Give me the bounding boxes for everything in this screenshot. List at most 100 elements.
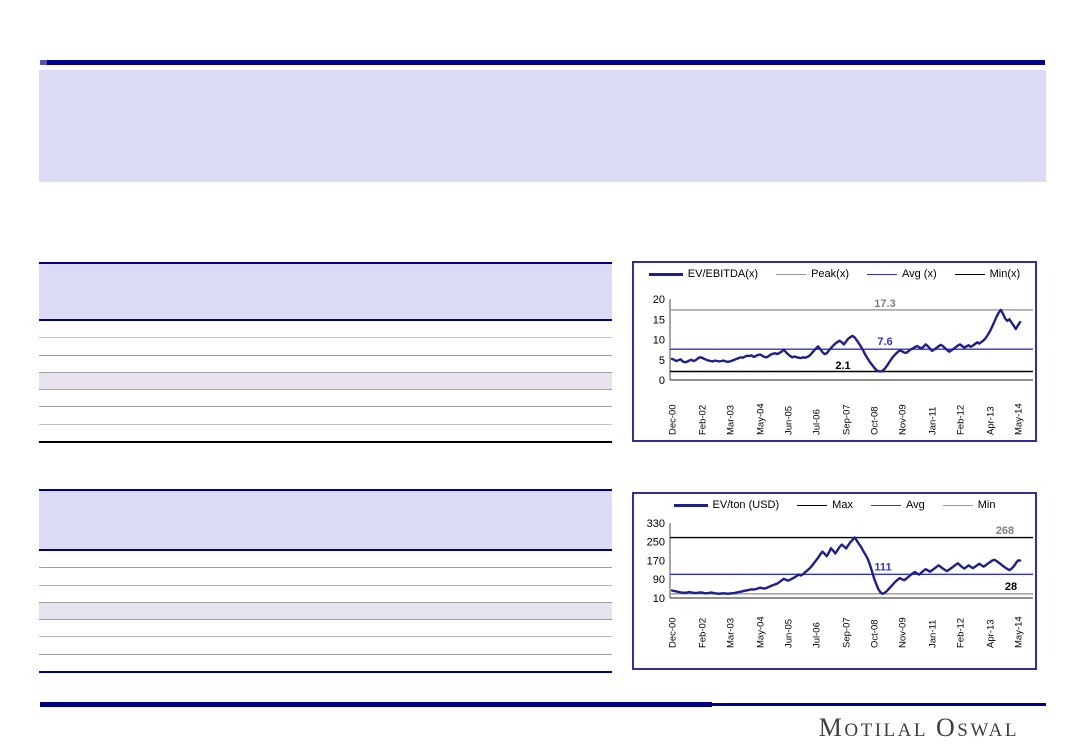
x-axis-tick-label: Mar-03	[726, 618, 737, 648]
legend-item: Avg	[870, 499, 925, 511]
table-header	[39, 489, 612, 551]
legend-item: EV/EBITDA(x)	[648, 268, 759, 280]
bottom-divider-rule	[40, 702, 1046, 707]
x-axis-tick-label: May-04	[756, 616, 767, 648]
legend-line-sample	[870, 504, 901, 506]
y-axis-tick-label: 170	[647, 555, 665, 567]
chart-legend: EV/ton (USD) Max Avg Min	[634, 499, 1035, 511]
logo-letter: M	[818, 713, 845, 742]
table-body	[39, 551, 612, 673]
x-axis-tick-label: Sep-07	[842, 617, 853, 648]
table-row	[39, 425, 612, 443]
table-row	[39, 586, 612, 603]
y-axis-tick-label: 0	[659, 375, 665, 387]
ref-line-value-label: 2.1	[835, 360, 850, 372]
legend-line-sample	[797, 504, 828, 506]
x-axis-tick-label: Jan-11	[928, 620, 939, 648]
x-axis-tick-label: Jul-06	[811, 622, 822, 648]
x-axis-tick-label: Nov-09	[897, 617, 908, 648]
table-row	[39, 620, 612, 638]
lower-left-table	[39, 489, 612, 673]
legend-item: Min(x)	[954, 268, 1021, 280]
x-axis-tick-label: May-14	[1013, 403, 1024, 435]
x-axis-tick-label: Sep-07	[842, 404, 853, 435]
ev-ebitda-chart: 20 15 10 5 0 17.3 7.6 2.1 Dec-00 Feb-02 Mar-03 May-…	[632, 261, 1037, 442]
legend-line-sample	[776, 273, 807, 275]
legend-label: Avg (x)	[902, 268, 937, 280]
legend-line-sample	[673, 503, 708, 507]
legend-line-sample	[942, 504, 973, 506]
x-axis-tick-label: May-04	[756, 403, 767, 435]
top-rule-accent	[40, 60, 47, 65]
logo-letters: SWAL	[957, 720, 1019, 741]
chart-legend: EV/EBITDA(x) Peak(x) Avg (x) Min(x)	[634, 268, 1035, 280]
table-row	[39, 551, 612, 569]
motilal-oswal-logo: MOTILAL OSWAL	[819, 713, 1019, 743]
legend-item: EV/ton (USD)	[673, 499, 780, 511]
top-divider-rule	[40, 60, 1045, 65]
bottom-rule-segment	[40, 702, 712, 707]
x-axis-tick-label: Feb-02	[698, 405, 709, 435]
legend-item: Min	[942, 499, 996, 511]
ref-line-value-label: 7.6	[877, 336, 892, 348]
table-header	[39, 262, 612, 321]
x-axis-tick-label: Apr-13	[986, 406, 997, 435]
title-banner	[39, 70, 1046, 182]
table-row	[39, 637, 612, 655]
ref-line-value-label: 268	[996, 525, 1014, 537]
y-axis-tick-label: 10	[653, 335, 665, 347]
x-axis-tick-label: Jun-05	[784, 619, 795, 648]
table-row	[39, 321, 612, 339]
chart-plot: 20 15 10 5 0 17.3 7.6 2.1 Dec-00 Feb-02 Mar-03 May-…	[653, 294, 1033, 435]
x-axis-tick-label: Jan-11	[928, 407, 939, 435]
logo-letters: OTILAL	[844, 720, 928, 741]
x-axis-tick-label: Jun-05	[784, 406, 795, 435]
legend-label: EV/EBITDA(x)	[687, 268, 759, 280]
legend-line-sample	[867, 273, 897, 275]
legend-label: Avg	[905, 499, 925, 511]
legend-item: Avg (x)	[867, 268, 937, 280]
x-axis-tick-label: Dec-00	[668, 404, 679, 435]
x-axis-tick-label: Oct-08	[870, 619, 881, 648]
legend-line-sample	[648, 272, 683, 276]
y-axis-tick-label: 20	[653, 294, 665, 306]
table-row	[39, 356, 612, 373]
table-row	[39, 372, 612, 391]
x-axis-tick-label: Feb-12	[955, 618, 966, 648]
x-axis-tick-label: Dec-00	[668, 617, 679, 648]
y-axis-tick-label: 5	[659, 355, 665, 367]
ref-line-value-label: 111	[874, 562, 891, 574]
table-row	[39, 390, 612, 408]
y-axis-tick-label: 250	[647, 537, 665, 549]
ref-line-value-label: 28	[1005, 581, 1017, 593]
logo-letter: O	[935, 713, 958, 742]
legend-label: Max	[832, 499, 853, 511]
x-axis-tick-label: Oct-08	[870, 406, 881, 435]
ref-line-value-label: 17.3	[874, 298, 895, 310]
legend-item: Peak(x)	[776, 268, 849, 280]
legend-label: Peak(x)	[811, 268, 849, 280]
legend-label: EV/ton (USD)	[712, 499, 780, 511]
x-axis-tick-label: Feb-02	[698, 618, 709, 648]
legend-item: Max	[797, 499, 853, 511]
table-row	[39, 407, 612, 425]
y-axis-tick-label: 15	[653, 314, 665, 326]
x-axis-tick-label: Apr-13	[986, 619, 997, 648]
y-axis-tick-label: 10	[653, 593, 665, 605]
chart-plot: 330 250 170 90 10 268 111 28 Dec-00 Feb-02 Mar-03 M…	[647, 518, 1033, 648]
x-axis-tick-label: Mar-03	[726, 405, 737, 435]
x-axis-tick-label: Jul-06	[811, 409, 822, 435]
table-body	[39, 321, 612, 443]
series-line	[670, 536, 1022, 596]
table-row	[39, 338, 612, 356]
series-line	[670, 308, 1022, 373]
table-row	[39, 602, 612, 621]
y-axis-tick-label: 90	[653, 574, 665, 586]
x-axis-tick-label: Nov-09	[897, 404, 908, 435]
table-row	[39, 655, 612, 673]
legend-label: Min	[977, 499, 996, 511]
legend-label: Min(x)	[989, 268, 1021, 280]
table-row	[39, 568, 612, 586]
y-axis-tick-label: 330	[647, 518, 665, 530]
